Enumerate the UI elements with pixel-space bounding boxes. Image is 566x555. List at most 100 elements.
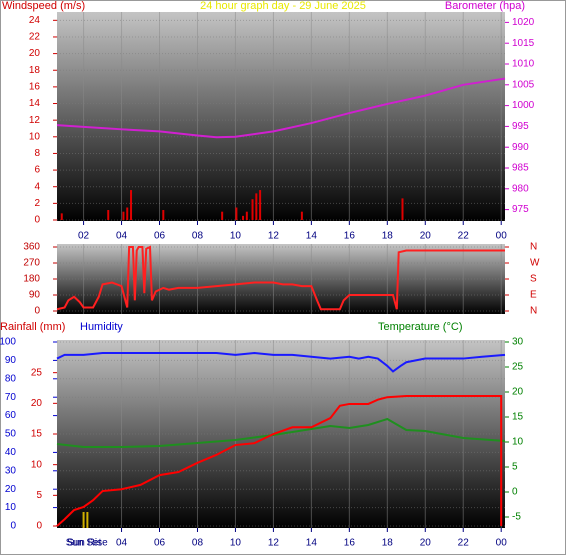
y-tick-label: 22: [29, 32, 41, 43]
y-tick-label: 14: [29, 98, 41, 109]
bar: [245, 211, 248, 220]
x-tick-label: 14: [306, 538, 318, 549]
y3-tick-label: 5: [36, 490, 42, 501]
y2-tick-label: 995: [512, 121, 529, 132]
x-tick-label: 18: [382, 231, 394, 242]
chart-title: 24 hour graph day - 29 June 2025: [200, 0, 366, 12]
annotation: Sun Set: [66, 538, 102, 549]
y-tick-label: 10: [29, 131, 41, 142]
x-tick-label: 22: [458, 231, 470, 242]
x-tick-label: 20: [420, 231, 432, 242]
x-tick-label: 06: [154, 538, 166, 549]
y-tick-label: 50: [5, 429, 17, 440]
y-tick-label: 0: [34, 306, 40, 317]
x-tick-label: 18: [382, 538, 394, 549]
bar: [126, 207, 129, 220]
y2-tick-label: 25: [512, 362, 524, 373]
y-axis-title: Humidity: [80, 321, 123, 333]
y2-tick-label: 1005: [512, 79, 535, 90]
y-tick-label: 16: [29, 82, 41, 93]
x-tick-label: 08: [192, 538, 204, 549]
bar: [255, 193, 258, 220]
x-tick-label: 22: [458, 538, 470, 549]
y2-tick-label: E: [530, 290, 537, 301]
bar: [221, 211, 224, 220]
y-tick-label: 80: [5, 373, 17, 384]
y3-tick-label: 25: [31, 367, 43, 378]
y-tick-label: 90: [5, 355, 17, 366]
y3-tick-label: 0: [36, 521, 42, 532]
x-tick-label: 10: [230, 538, 242, 549]
y3-tick-label: 20: [31, 398, 43, 409]
x-tick-label: 06: [154, 231, 166, 242]
bar: [300, 211, 303, 220]
y-tick-label: 4: [34, 181, 40, 192]
y2-tick-label: -5: [512, 512, 521, 523]
y-tick-label: 20: [29, 48, 41, 59]
y-tick-label: 2: [34, 198, 40, 209]
y-tick-label: 70: [5, 392, 17, 403]
x-tick-label: 16: [344, 538, 356, 549]
y-tick-label: 40: [5, 447, 17, 458]
bar: [107, 210, 110, 220]
y2-tick-label: 985: [512, 163, 529, 174]
y2-tick-label: 1015: [512, 38, 535, 49]
bar: [162, 210, 165, 220]
y-tick-label: 180: [23, 274, 40, 285]
series-line: [56, 245, 505, 311]
y2-axis-title: Temperature (°C): [378, 321, 462, 333]
x-tick-label: 16: [344, 231, 356, 242]
x-tick-label: 14: [306, 231, 318, 242]
y-tick-label: 30: [5, 465, 17, 476]
x-tick-label: 00: [496, 538, 508, 549]
x-tick-label: 12: [268, 231, 280, 242]
y-tick-label: 0: [34, 215, 40, 226]
plot-area: [57, 12, 505, 221]
y3-tick-label: 10: [31, 459, 43, 470]
y-tick-label: 6: [34, 165, 40, 176]
bar: [401, 198, 404, 220]
y2-tick-label: 1020: [512, 17, 535, 28]
series-line: [56, 417, 506, 448]
x-tick-label: 04: [116, 231, 128, 242]
bar: [122, 211, 125, 220]
series-line: [56, 77, 506, 139]
y-tick-label: 270: [23, 258, 40, 269]
x-tick-label: 02: [78, 231, 90, 242]
series-line: [56, 394, 503, 527]
y-tick-label: 20: [5, 484, 17, 495]
x-tick-label: 12: [268, 538, 280, 549]
y2-axis-title: Barometer (hpa): [445, 0, 525, 12]
x-tick-label: 04: [116, 538, 128, 549]
y-tick-label: 60: [5, 410, 17, 421]
y2-tick-label: 975: [512, 204, 529, 215]
y3-tick-label: 15: [31, 429, 43, 440]
y-tick-label: 0: [10, 521, 16, 532]
bar: [259, 190, 262, 220]
plot-area: [57, 244, 505, 314]
y2-tick-label: 1000: [512, 100, 535, 111]
y2-tick-label: 20: [512, 387, 524, 398]
y2-tick-label: 30: [512, 337, 524, 348]
y2-tick-label: N: [530, 242, 537, 253]
y-axis-title: Windspeed (m/s): [2, 0, 85, 12]
y-tick-label: 12: [29, 115, 41, 126]
y2-tick-label: 15: [512, 412, 524, 423]
x-tick-label: 00: [496, 231, 508, 242]
annotation: Sun Rise: [67, 538, 108, 549]
y-tick-label: 8: [34, 148, 40, 159]
y2-tick-label: 5: [512, 462, 518, 473]
bar: [60, 213, 63, 220]
y-tick-label: 10: [5, 502, 17, 513]
bar: [251, 199, 254, 220]
y2-tick-label: S: [530, 274, 537, 285]
bar: [242, 215, 245, 220]
y2-tick-label: W: [530, 258, 540, 269]
y2-tick-label: 980: [512, 183, 529, 194]
y-tick-label: 24: [29, 15, 41, 26]
series-line: [56, 352, 506, 373]
y2-tick-label: N: [530, 306, 537, 317]
x-tick-label: 08: [192, 231, 204, 242]
x-tick-label: 10: [230, 231, 242, 242]
